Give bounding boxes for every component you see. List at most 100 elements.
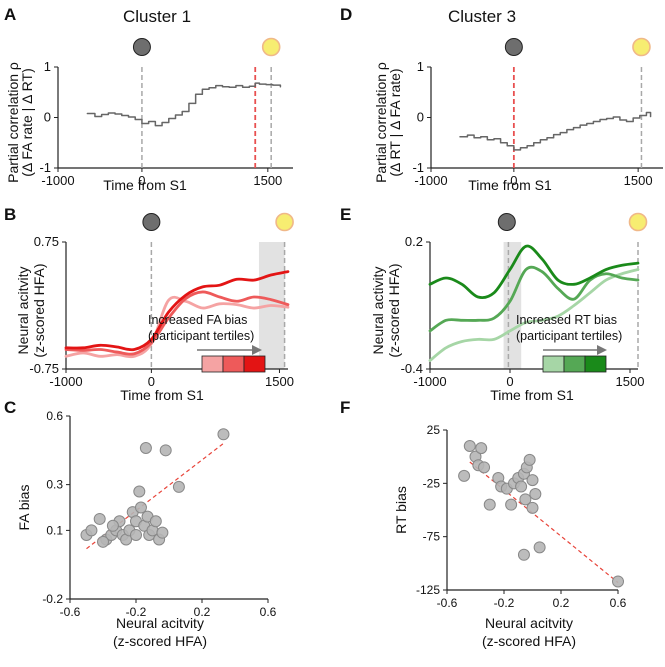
panel-a-ytick-label-2: -1	[39, 160, 51, 175]
panel-a-ytick-label-0: 1	[44, 59, 51, 74]
panel-c-point-21	[156, 526, 169, 539]
panel-e-y-label-1: (z-scored HFA)	[386, 263, 402, 357]
panel-e-y-label-0: Neural activity	[370, 267, 386, 355]
panel-e-legend-swatch-0	[542, 355, 565, 373]
panel-e-x-label: Time from S1	[490, 387, 574, 403]
panel-c-point-25	[217, 428, 230, 441]
panel-c-point-27	[106, 519, 119, 532]
panel-f-ytick-label-1: -25	[423, 476, 441, 490]
panel-e-series-0	[428, 268, 640, 362]
panel-e-legend-line-2: (participant tertiles)	[516, 329, 622, 343]
panel-d-ytick-label-0: 1	[417, 59, 424, 74]
panel-b-xtick-label-2: 1500	[265, 374, 294, 389]
panel-f-point-6	[483, 498, 496, 511]
panel-a: -1000 0 1500 1 0 -1 Time from S1 Partial correl…	[5, 37, 293, 193]
panel-c-x-label-0: Neural acitvity	[116, 615, 204, 631]
panel-c-xtick-label-0: -0.6	[60, 605, 81, 619]
panel-c-y-label-0: FA bias	[16, 485, 32, 531]
panel-f-point-5	[478, 461, 491, 474]
panel-f-point-13	[515, 480, 528, 493]
panel-b-xtick-label-0: -1000	[49, 374, 82, 389]
panel-e-xtick-label-0: -1000	[413, 374, 446, 389]
panel-f-point-18	[526, 474, 539, 487]
panel-c-ytick-label-1: 0.3	[46, 478, 63, 492]
panel-e-ytick-label-1: -0.4	[401, 361, 423, 376]
panel-c-point-23	[159, 444, 172, 457]
panel-f-point-15	[519, 493, 532, 506]
panel-b-legend-swatch-2	[243, 355, 266, 373]
panel-c-point-26	[97, 535, 109, 548]
panel-f-ytick-label-3: -125	[416, 583, 440, 597]
panel-e-xtick-label-1: 0	[506, 374, 513, 389]
panel-b-legend-swatch-0	[201, 355, 224, 373]
panel-d-xtick-label-0: -1000	[414, 173, 447, 188]
panel-d-series-0	[459, 111, 652, 151]
panel-a-xtick-label-2: 1500	[253, 173, 282, 188]
panel-c-point-12	[130, 528, 142, 541]
panel-b: -1000 0 1500 0.75 -0.75 Increased FA bias (par…	[15, 212, 294, 403]
panel-c-point-1	[85, 524, 98, 537]
panel-f-ytick-label-2: -75	[423, 530, 441, 544]
panel-f-fit-line	[469, 461, 619, 583]
panel-f-xtick-label-0: -0.6	[437, 596, 458, 610]
panel-c-point-2	[93, 512, 106, 525]
panel-f-x-label-1: (z-scored HFA)	[482, 633, 576, 649]
panel-c-xtick-label-1: -0.2	[126, 605, 147, 619]
panel-e: -1000 0 1500 0.2 -0.4 Increased RT bias (parti…	[370, 212, 648, 403]
panel-f-xtick-label-3: 0.6	[610, 596, 627, 610]
panel-f-xtick-label-1: -0.2	[494, 596, 515, 610]
panel-a-s1-marker	[132, 38, 151, 56]
panel-label-c: C	[4, 398, 16, 417]
panel-b-legend-swatch-1	[222, 355, 245, 373]
panel-c-point-24	[172, 480, 185, 493]
panel-f-point-22	[533, 541, 546, 554]
panel-f-point-21	[517, 548, 530, 561]
plot-area: -1000 0 1500 1 0 -1 Time from S1 Partial correl…	[5, 37, 663, 649]
panel-c-xtick-label-2: 0.2	[194, 605, 211, 619]
panel-b-xtick-label-1: 0	[148, 374, 155, 389]
panel-e-ytick-label-0: 0.2	[405, 234, 423, 249]
panel-f-point-19	[529, 488, 542, 500]
panel-c-ytick-label-3: -0.2	[42, 592, 63, 606]
panel-f-point-10	[505, 498, 518, 511]
panel-b-legend-arrow-head	[252, 345, 262, 355]
panel-d-s1-marker	[504, 38, 523, 56]
panel-d-xtick-label-1: 0	[510, 173, 517, 188]
panel-a-ytick-label-1: 0	[44, 110, 51, 125]
panel-c-ytick-label-0: 0.6	[46, 409, 63, 423]
panel-c-point-22	[139, 442, 152, 455]
panel-b-legend-line-2: (participant tertiles)	[148, 329, 254, 343]
panel-label-e: E	[340, 205, 351, 224]
panel-label-f: F	[340, 398, 350, 417]
panel-d-title: Cluster 3	[448, 7, 516, 26]
panel-e-legend-line-1: Increased RT bias	[516, 313, 617, 327]
panel-f-x-label-0: Neural acitvity	[485, 615, 573, 631]
panel-a-xtick-label-1: 0	[138, 173, 145, 188]
panel-e-legend-swatch-2	[584, 355, 607, 373]
panel-b-s2-marker	[275, 212, 294, 232]
panel-e-series-1	[428, 265, 640, 333]
panel-c-x-label-1: (z-scored HFA)	[113, 633, 207, 649]
panel-f-point-17	[523, 453, 536, 466]
panel-c-ytick-label-2: 0.1	[46, 523, 63, 537]
panel-c-xtick-label-3: 0.6	[260, 605, 277, 619]
panel-b-series-0	[64, 295, 290, 359]
panel-b-y-label-0: Neural acitvity	[15, 267, 31, 355]
panel-a-series-0	[86, 82, 282, 127]
panel-e-legend-arrow-head	[597, 345, 607, 355]
panel-f-ytick-label-0: 25	[427, 423, 441, 437]
panel-a-title: Cluster 1	[123, 7, 191, 26]
panel-b-ytick-label-0: 0.75	[34, 234, 59, 249]
panel-a-s2-marker	[261, 37, 281, 57]
panel-b-ytick-label-1: -0.75	[29, 361, 59, 376]
panel-b-y-label-1: (z-scored HFA)	[31, 263, 47, 357]
panel-f-point-4	[475, 442, 488, 455]
panel-e-s2-marker	[628, 212, 648, 232]
panel-b-series-2	[64, 270, 290, 352]
panel-c-point-14	[134, 501, 147, 514]
panel-b-series-1	[64, 290, 290, 356]
panel-a-y-label-0: Partial correlation ρ	[5, 62, 21, 183]
panel-f-y-label-0: RT bias	[393, 486, 409, 534]
panel-f-point-20	[526, 501, 539, 514]
